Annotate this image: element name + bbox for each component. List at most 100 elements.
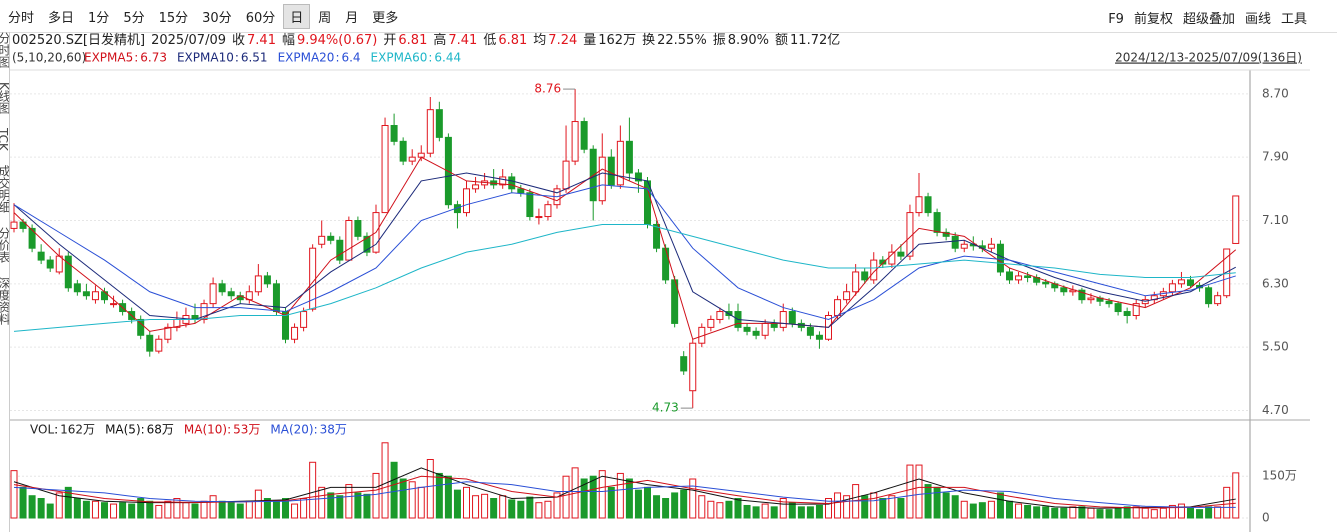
quote-value: 8.90%: [727, 33, 770, 48]
volume-bar: [200, 500, 208, 519]
tool-button[interactable]: 前复权: [1133, 12, 1173, 27]
volume-bar: [1024, 504, 1032, 519]
quote-value: 7.41: [448, 33, 478, 48]
volume-bar: [19, 486, 27, 519]
vol-legend-value: 162: [60, 423, 83, 437]
candle-body: [408, 156, 416, 162]
candle-body: [607, 156, 615, 186]
indicator-params: (5,10,20,60): [12, 51, 86, 65]
tool-button[interactable]: 工具: [1280, 12, 1307, 27]
ema-line: [13, 184, 1236, 320]
candle-body: [291, 326, 299, 340]
quote-item: 开 6.81: [383, 33, 427, 48]
volume-bar: [906, 464, 914, 519]
candle-body: [634, 172, 642, 182]
side-tab[interactable]: 分时图: [0, 32, 10, 68]
volume-bar: [182, 502, 190, 519]
candle-body: [1168, 283, 1176, 293]
volume-bar: [942, 492, 950, 519]
y-tick-label: 7.10: [1262, 213, 1289, 227]
volume-bar: [508, 499, 516, 519]
volume-bar: [779, 498, 787, 519]
vol-unit: 万: [162, 423, 174, 437]
quote-value: 162万: [598, 33, 637, 48]
candle-body: [1087, 297, 1095, 301]
period-tab[interactable]: 5分: [123, 10, 145, 26]
ema-line: [13, 172, 1236, 328]
volume-bar: [82, 500, 90, 519]
candle-body: [915, 196, 923, 214]
ema-line: [13, 156, 1237, 340]
volume-bar: [1006, 500, 1013, 519]
candle-body: [843, 291, 851, 301]
candle-body: [1060, 287, 1068, 293]
side-tab[interactable]: TCK: [0, 127, 10, 151]
vol-legend-value: 53: [233, 423, 248, 437]
volume-bar: [463, 486, 470, 519]
quote-label: 低: [483, 33, 497, 48]
candle-body: [91, 291, 99, 301]
volume-bar: [91, 500, 99, 519]
sidebar: 分时图 K线图 TCK 成交明细分价表深度资料: [0, 32, 10, 532]
period-tab[interactable]: 15分: [158, 10, 189, 26]
side-tab[interactable]: 成交明细: [0, 164, 10, 213]
volume-bar: [743, 504, 751, 519]
volume-bar: [1168, 504, 1176, 519]
tool-button[interactable]: F9: [1108, 12, 1124, 27]
volume-bar: [1223, 486, 1231, 519]
candle-body: [544, 204, 552, 218]
tool-button[interactable]: 画线: [1244, 12, 1271, 27]
volume-bar: [1132, 506, 1140, 519]
vol-legend-name: MA(20): [270, 423, 313, 437]
tool-button[interactable]: 超级叠加: [1182, 12, 1235, 27]
y-tick-label: 5.50: [1262, 340, 1289, 354]
ema-line: [13, 223, 1236, 332]
volume-bar: [671, 492, 679, 519]
side-tab[interactable]: 深度资料: [0, 276, 10, 325]
vol-legend-value: 68: [147, 423, 162, 437]
quote-item: 额 11.72亿: [775, 33, 840, 48]
period-tab[interactable]: 日: [283, 3, 311, 29]
candle-body: [1205, 287, 1213, 305]
volume-bar: [707, 500, 715, 519]
candle-body: [625, 140, 633, 174]
period-tab[interactable]: 多日: [48, 10, 75, 26]
period-tab[interactable]: 30分: [202, 10, 232, 26]
volume-bar: [825, 498, 832, 519]
volume-bar: [1087, 507, 1095, 519]
volume-bar: [815, 504, 823, 519]
period-tab[interactable]: 周: [318, 10, 332, 26]
quote-value: 22.55%: [657, 33, 707, 48]
candle-body: [562, 160, 570, 190]
side-tab[interactable]: K线图: [0, 82, 10, 114]
candle-body: [10, 221, 18, 229]
candle-body: [897, 251, 905, 257]
volume-bar: [381, 442, 389, 519]
volume-bar: [897, 498, 905, 519]
period-tab[interactable]: 月: [345, 10, 359, 26]
candle-body: [28, 227, 36, 249]
quote-item: 低 6.81: [483, 33, 527, 48]
candle-body: [1078, 289, 1086, 301]
volume-bar: [644, 486, 651, 519]
volume-bar: [245, 500, 253, 519]
side-tab[interactable]: 分价表: [0, 226, 10, 263]
candle-body: [743, 326, 751, 332]
candle-body: [499, 176, 507, 186]
candle-body: [435, 109, 443, 138]
candle-body: [200, 303, 208, 320]
volume-bar: [698, 495, 706, 519]
candle-body: [752, 330, 760, 336]
period-tab[interactable]: 1分: [88, 10, 110, 26]
candle-body: [662, 247, 670, 281]
period-tab[interactable]: 60分: [245, 10, 276, 26]
volume-bar: [435, 472, 443, 519]
quote-label: 均: [533, 33, 547, 48]
period-tab[interactable]: 更多: [372, 10, 399, 26]
volume-bar: [1078, 506, 1086, 519]
candle-body: [653, 223, 661, 249]
candle-body: [1015, 275, 1023, 281]
period-tab[interactable]: 分时: [8, 10, 35, 26]
volume-bar: [1033, 506, 1041, 519]
volume-bar: [1114, 507, 1122, 519]
